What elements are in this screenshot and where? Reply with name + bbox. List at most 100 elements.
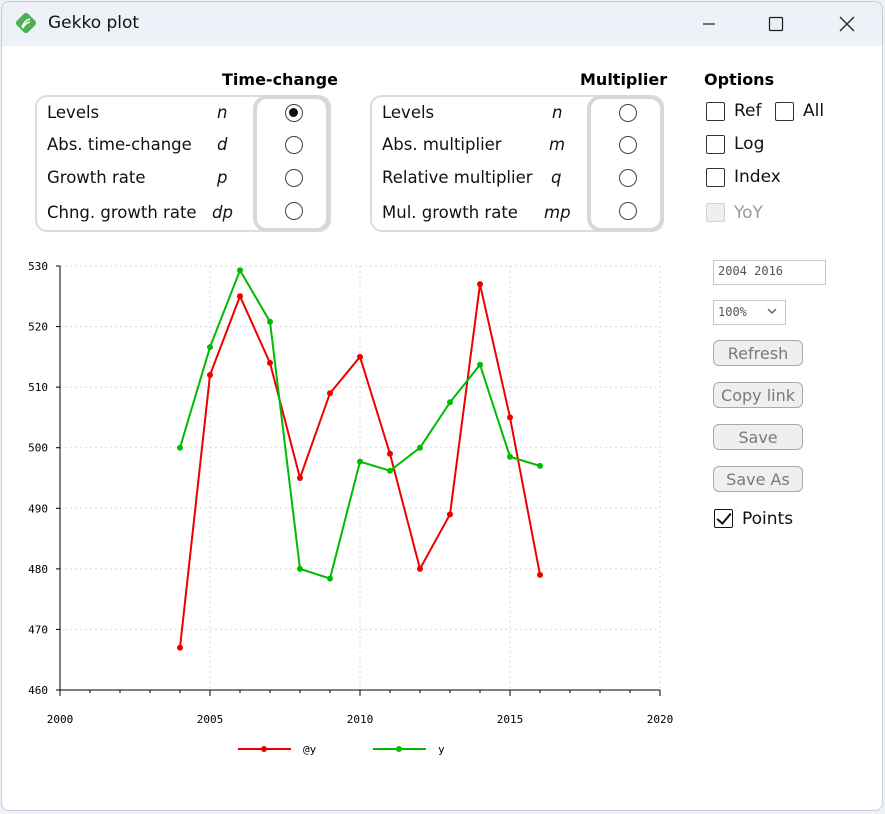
x-tick-label: 2000 [47,713,74,726]
copy-link-button[interactable]: Copy link [713,382,803,408]
mul-label-abs-multiplier: Abs. multiplier [382,135,502,154]
y-tick-label: 520 [28,321,48,334]
tc-code-levels: n [217,103,228,122]
data-point [207,344,213,351]
log-checkbox[interactable] [706,135,725,154]
data-point [207,372,213,379]
data-point [177,644,183,651]
y-tick-label: 470 [28,623,48,636]
data-point [297,475,303,481]
index-checkbox[interactable] [706,168,725,187]
mul-code-levels: n [552,103,563,122]
data-point [537,462,543,469]
data-point [507,414,513,421]
refresh-button[interactable]: Refresh [713,340,803,366]
multiplier-title: Multiplier [580,70,668,89]
mul-radio-relative-multiplier[interactable] [619,169,637,187]
all-label: All [803,101,825,121]
tc-radio-levels[interactable] [285,104,303,122]
title-bar: Gekko plot [2,2,882,46]
time-change-title: Time-change [222,70,338,89]
tc-label-chng-growth-rate: Chng. growth rate [47,203,197,222]
save-button[interactable]: Save [713,424,803,450]
period-input[interactable]: 2004 2016 [713,260,826,285]
data-point [357,353,363,360]
y-tick-label: 530 [28,260,48,273]
gekko-app-icon [15,12,37,34]
data-point [327,575,333,582]
maximize-icon [768,16,784,32]
data-point [267,318,273,325]
index-label: Index [734,167,781,187]
data-point [477,361,483,368]
legend-label: y [438,743,445,756]
mul-code-abs-multiplier: m [549,135,566,154]
log-label: Log [734,134,765,154]
mul-label-levels: Levels [382,103,435,122]
data-point [537,571,543,578]
ref-checkbox[interactable] [706,102,725,121]
window-title: Gekko plot [48,13,140,33]
y-tick-label: 510 [28,381,48,394]
chevron-down-icon [767,308,777,315]
data-point [477,281,483,288]
points-checkbox[interactable] [714,509,733,528]
data-point [177,444,183,451]
mul-code-mul-growth-rate: mp [544,203,571,222]
options-title: Options [704,70,775,89]
mul-radio-abs-multiplier[interactable] [619,136,637,154]
all-checkbox[interactable] [775,102,794,121]
yoy-checkbox [706,203,725,222]
data-point [417,565,423,572]
legend-label: @y [303,743,317,756]
save-as-button[interactable]: Save As [713,466,803,492]
data-point [237,293,243,300]
points-label: Points [742,509,794,529]
x-tick-label: 2005 [197,713,224,726]
tc-code-growth-rate: p [217,168,228,187]
data-point [387,467,393,474]
minimize-button[interactable] [686,2,732,46]
data-point [447,511,453,518]
mul-label-mul-growth-rate: Mul. growth rate [382,203,518,222]
zoom-select[interactable]: 100% [713,300,786,325]
tc-radio-abs-time-change[interactable] [285,136,303,154]
x-tick-label: 2015 [497,713,524,726]
maximize-button[interactable] [753,2,799,46]
x-tick-label: 2020 [647,713,674,726]
tc-label-abs-time-change: Abs. time-change [47,135,192,154]
tc-label-levels: Levels [47,103,100,122]
time-change-radio-group [253,95,330,232]
data-point [327,390,333,397]
data-point [297,565,303,572]
yoy-label: YoY [734,203,763,223]
data-point [267,359,273,366]
data-point [357,458,363,465]
y-tick-label: 480 [28,563,48,576]
legend-marker [396,746,402,752]
y-tick-label: 460 [28,684,48,697]
tc-code-chng-growth-rate: dp [212,203,233,222]
data-point [507,453,513,460]
series-line-1 [179,283,541,648]
mul-radio-levels[interactable] [619,104,637,122]
mul-label-relative-multiplier: Relative multiplier [382,168,533,187]
mul-code-relative-multiplier: q [551,168,562,187]
tc-radio-growth-rate[interactable] [285,169,303,187]
time-change-panel [35,95,331,232]
mul-radio-mul-growth-rate[interactable] [619,202,637,220]
tc-label-growth-rate: Growth rate [47,168,146,187]
data-point [447,399,453,406]
tc-code-abs-time-change: d [217,135,228,154]
x-tick-label: 2010 [347,713,374,726]
data-point [387,450,393,457]
close-icon [839,16,855,32]
legend-marker [261,746,267,752]
data-point [237,267,243,274]
tc-radio-chng-growth-rate[interactable] [285,202,303,220]
close-button[interactable] [824,2,870,46]
data-point [417,444,423,451]
ref-label: Ref [734,101,762,121]
